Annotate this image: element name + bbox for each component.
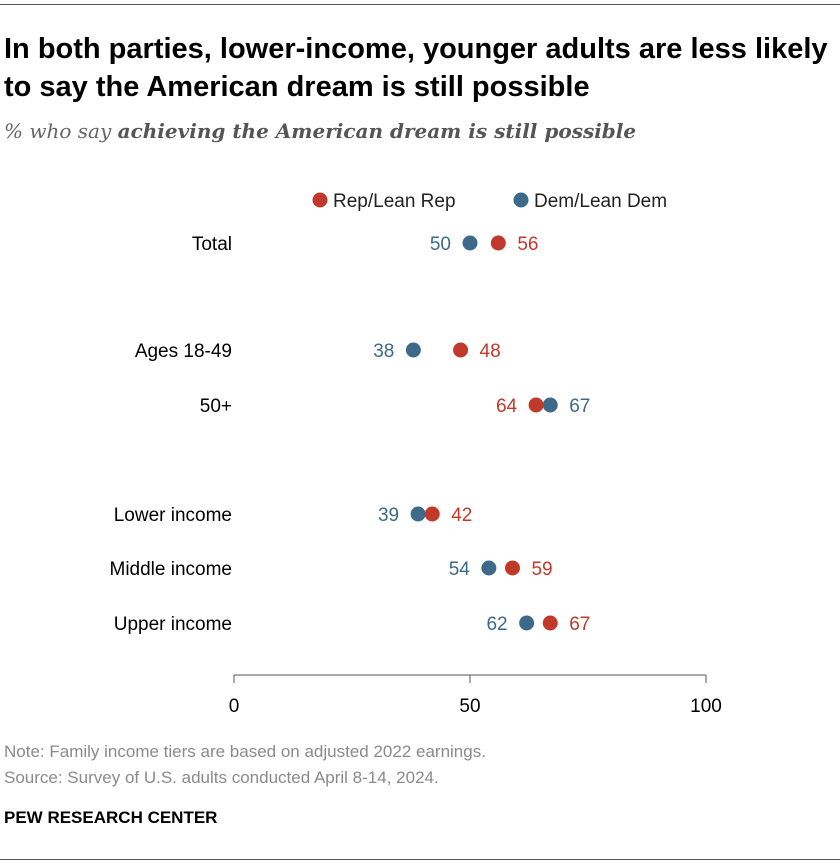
data-label-rep-50: 64 (496, 396, 518, 417)
data-label-rep-total: 56 (517, 234, 538, 255)
x-tick-label-0: 0 (229, 696, 240, 717)
data-label-rep-lower-income: 42 (451, 505, 472, 526)
top-rule (0, 4, 840, 5)
category-label-50: 50+ (200, 396, 232, 417)
dot-dem-middle-income (481, 560, 497, 576)
dot-rep-50 (528, 397, 544, 413)
brand-label: PEW RESEARCH CENTER (4, 808, 218, 827)
subtitle-emphasis: achieving the American dream is still po… (117, 119, 637, 143)
data-label-rep-middle-income: 59 (531, 559, 552, 580)
category-label-middle-income: Middle income (110, 559, 233, 580)
x-tick-label-2: 100 (690, 696, 722, 717)
data-label-rep-upper-income: 67 (569, 614, 590, 635)
dot-rep-total (490, 235, 506, 251)
dot-plot: Rep/Lean Rep Dem/Lean Dem Total 50 56 Ages 18… (110, 191, 722, 717)
chart-note: Note: Family income tiers are based on a… (4, 742, 486, 761)
data-label-dem-ages-18-49: 38 (373, 341, 394, 362)
data-label-dem-upper-income: 62 (486, 614, 507, 635)
data-label-dem-total: 50 (430, 234, 451, 255)
legend-rep-label: Rep/Lean Rep (333, 191, 456, 212)
chart-source: Source: Survey of U.S. adults conducted … (4, 768, 439, 787)
bottom-rule (0, 859, 840, 860)
category-label-lower-income: Lower income (114, 505, 232, 526)
dot-rep-lower-income (424, 506, 440, 522)
dot-rep-ages-18-49 (453, 342, 469, 358)
dot-dem-total (462, 235, 478, 251)
category-label-ages-18-49: Ages 18-49 (135, 341, 232, 362)
dot-rep-upper-income (542, 615, 558, 631)
data-label-dem-middle-income: 54 (449, 559, 471, 580)
chart-subtitle: % who say achieving the American dream i… (4, 119, 636, 143)
data-label-dem-lower-income: 39 (378, 505, 399, 526)
dot-dem-50 (542, 397, 558, 413)
category-label-total: Total (192, 234, 232, 255)
dot-dem-lower-income (410, 506, 426, 522)
data-label-dem-50: 67 (569, 396, 590, 417)
x-tick-label-1: 50 (459, 696, 480, 717)
legend-dem-marker (513, 192, 529, 208)
data-label-rep-ages-18-49: 48 (480, 341, 501, 362)
legend-dem-label: Dem/Lean Dem (534, 191, 667, 212)
dot-dem-ages-18-49 (405, 342, 421, 358)
dot-dem-upper-income (519, 615, 535, 631)
category-label-upper-income: Upper income (114, 614, 232, 635)
dot-rep-middle-income (504, 560, 520, 576)
legend-rep-marker (312, 192, 328, 208)
subtitle-prefix: % who say (4, 119, 118, 143)
chart-title: In both parties, lower-income, younger a… (4, 33, 828, 103)
